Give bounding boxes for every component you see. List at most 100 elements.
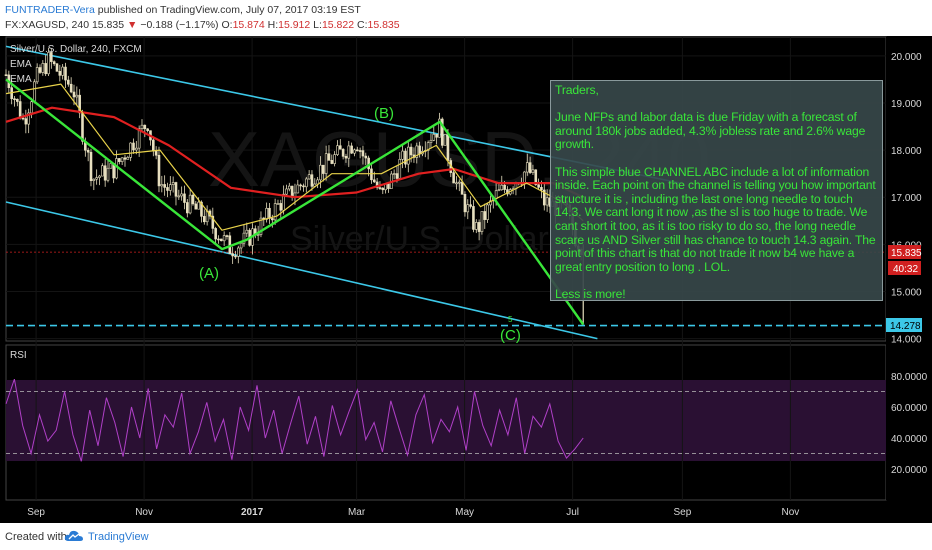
candle-body xyxy=(542,189,546,206)
candle-body xyxy=(106,167,110,181)
tradingview-brand-link[interactable]: TradingView xyxy=(88,531,149,543)
candle-body xyxy=(120,157,124,162)
candle-body xyxy=(336,145,339,155)
close-label: C: xyxy=(356,19,368,31)
candle-body xyxy=(239,242,243,249)
candle-body xyxy=(4,74,8,77)
high-label: H: xyxy=(267,19,279,31)
candle-body xyxy=(296,184,300,194)
candle-body xyxy=(350,145,353,154)
candle-body xyxy=(211,215,215,229)
candle-body xyxy=(370,168,373,181)
author-link[interactable]: FUNTRADER-Vera xyxy=(5,4,95,16)
time-tick-label: Nov xyxy=(781,507,799,518)
candle-body xyxy=(188,194,192,214)
candle-body xyxy=(225,235,229,237)
candle-body xyxy=(137,128,141,149)
level-badge-text: 14.278 xyxy=(890,321,921,332)
price-tick-label: 14.000 xyxy=(891,335,922,346)
candle-body xyxy=(545,197,549,206)
candle-body xyxy=(21,117,25,120)
candle-body xyxy=(81,112,84,142)
candle-body xyxy=(324,153,328,174)
candle-body xyxy=(86,149,90,153)
rsi-tick-label: 80.0000 xyxy=(891,372,928,383)
candle-body xyxy=(126,157,130,160)
candle-body xyxy=(353,149,356,154)
close-value: 15.835 xyxy=(367,19,400,31)
callout-channel: This simple blue CHANNEL ABC include a l… xyxy=(555,164,876,274)
candle-body xyxy=(61,66,64,76)
candle-body xyxy=(171,182,175,185)
candle-body xyxy=(75,94,79,98)
candle-body xyxy=(455,182,458,185)
footer: Created with TradingView xyxy=(0,523,932,550)
candle-body xyxy=(52,61,56,65)
wave-label-a: (A) xyxy=(199,265,219,282)
symbol-info: FX:XAGUSD, 240 15.835 ▼ −0.188 (−1.17%) … xyxy=(5,19,400,31)
chart-title: Silver/U.S. Dollar, 240, FXCM xyxy=(10,44,142,55)
candle-body xyxy=(387,183,390,189)
candle-body xyxy=(242,232,246,244)
candle-body xyxy=(307,174,311,180)
candle-body xyxy=(180,193,183,197)
rsi-tick-label: 40.0000 xyxy=(891,434,928,445)
rsi-series xyxy=(5,378,886,462)
candle-body xyxy=(525,162,529,173)
time-tick-label: Sep xyxy=(27,507,45,518)
candle-body xyxy=(310,174,314,187)
candle-body xyxy=(58,71,62,76)
last-price: 15.835 xyxy=(91,19,125,31)
time-tick-label: 2017 xyxy=(241,507,264,518)
candle-body xyxy=(103,165,107,181)
candle-body xyxy=(483,211,487,220)
candle-body xyxy=(418,145,421,155)
time-tick-label: Jul xyxy=(566,507,579,518)
candle-body xyxy=(268,207,271,219)
candle-body xyxy=(466,204,470,213)
candle-body xyxy=(537,184,540,188)
down-arrow-icon: ▼ xyxy=(127,19,138,31)
rsi-label: RSI xyxy=(10,350,27,361)
candle-body xyxy=(486,204,489,220)
candle-body xyxy=(472,206,475,230)
candle-body xyxy=(276,203,280,205)
candle-body xyxy=(540,187,543,191)
candle-body xyxy=(191,194,195,205)
candle-body xyxy=(64,66,67,81)
price-tick-label: 18.000 xyxy=(891,146,922,157)
candle-body xyxy=(319,164,322,181)
candle-body xyxy=(231,253,234,257)
candle-body xyxy=(200,201,203,217)
candle-body xyxy=(415,145,419,158)
candle-body xyxy=(237,247,240,257)
price-tick-label: 17.000 xyxy=(891,193,922,204)
candle-body xyxy=(177,195,181,198)
candle-body xyxy=(44,63,47,75)
rsi-tick-label: 20.0000 xyxy=(891,465,928,476)
watermark-description: Silver/U.S. Dollar xyxy=(290,220,549,258)
candle-body xyxy=(401,150,404,160)
price-change: −0.188 (−1.17%) xyxy=(140,19,219,31)
candle-body xyxy=(446,134,450,161)
low-value: 15.822 xyxy=(321,19,355,31)
created-with-text: Created with xyxy=(5,531,67,543)
candle-body xyxy=(372,179,376,183)
candle-body xyxy=(489,200,492,206)
candle-body xyxy=(47,52,50,75)
candle-body xyxy=(273,203,277,221)
candle-body xyxy=(440,118,444,146)
candle-body xyxy=(163,184,166,188)
candle-body xyxy=(333,154,336,164)
time-tick-label: Mar xyxy=(348,507,366,518)
candle-body xyxy=(474,222,478,230)
candle-body xyxy=(426,142,430,151)
candle-body xyxy=(123,157,127,160)
candle-body xyxy=(140,124,144,129)
candle-body xyxy=(375,181,379,188)
candle-body xyxy=(358,150,362,152)
candle-body xyxy=(220,238,223,242)
candle-body xyxy=(33,81,36,103)
candle-body xyxy=(285,188,288,195)
wave-path xyxy=(5,78,585,326)
